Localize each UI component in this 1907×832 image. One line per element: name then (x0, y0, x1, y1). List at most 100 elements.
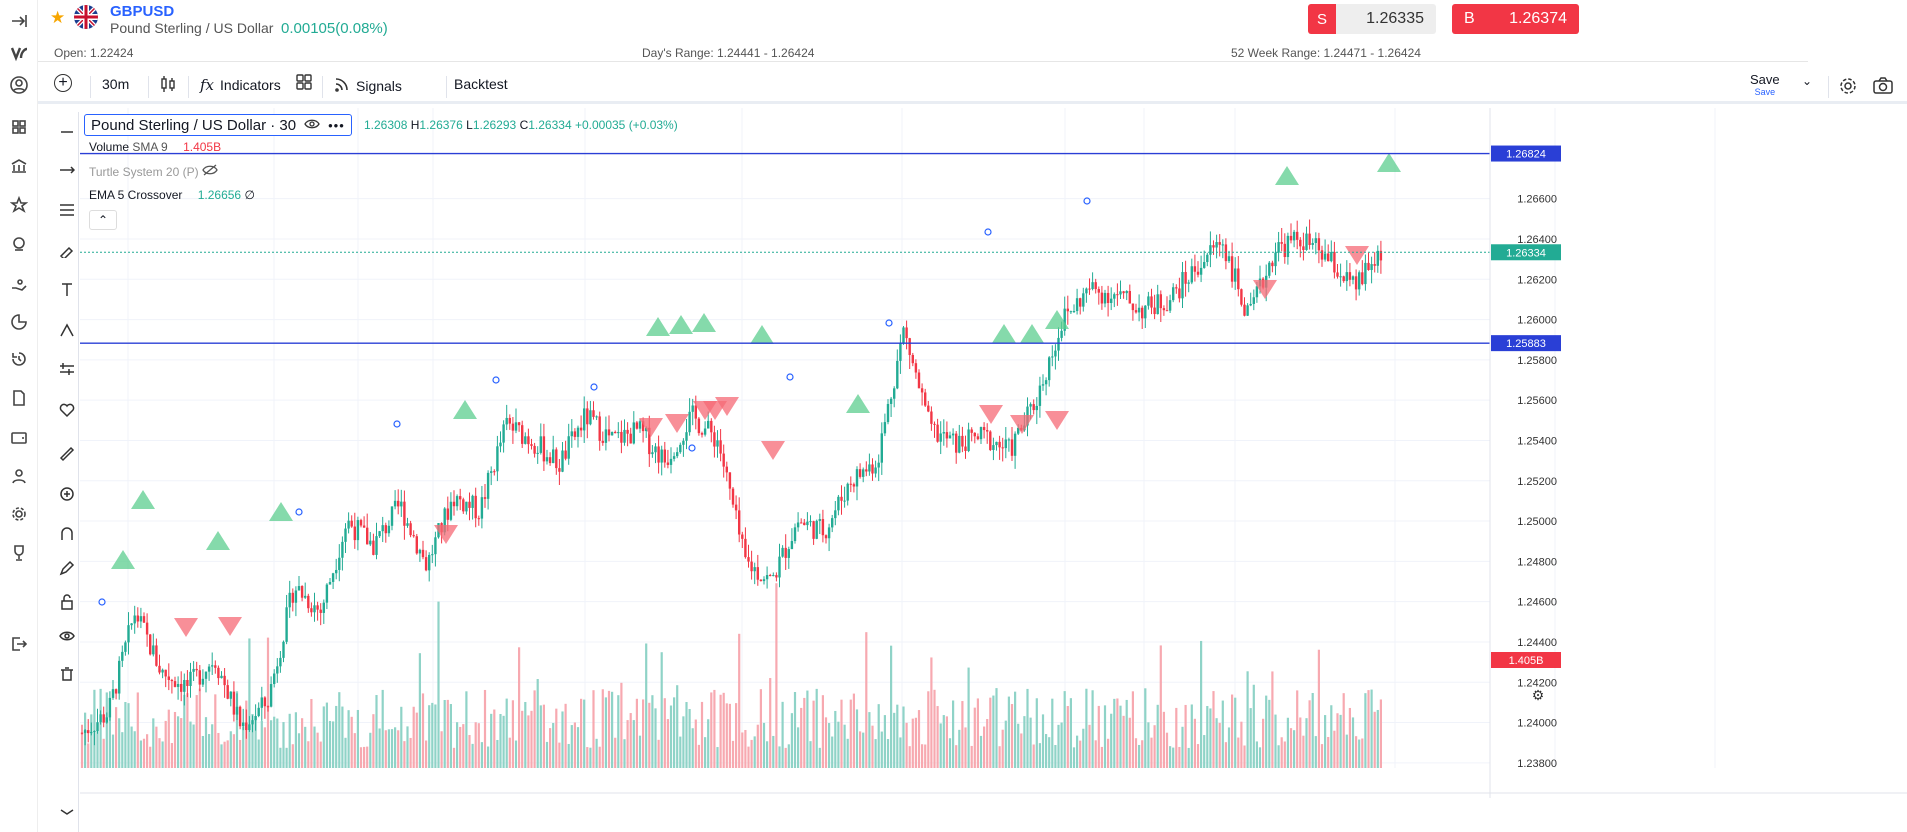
visibility-eye-icon[interactable] (304, 117, 320, 134)
candle-body (1361, 272, 1364, 285)
layers-icon[interactable] (59, 802, 75, 818)
eye-icon[interactable] (59, 628, 75, 644)
volume-bar (1113, 698, 1116, 768)
candle-body (161, 669, 164, 673)
user-icon[interactable] (8, 465, 30, 487)
eye-off-icon[interactable] (202, 164, 218, 179)
settings-icon[interactable] (8, 503, 30, 525)
zoom-icon[interactable] (59, 486, 75, 502)
indicator-volume[interactable]: Volume SMA 9 1.405B (89, 140, 221, 154)
volume-bar (555, 708, 558, 768)
volume-bar (1240, 721, 1243, 768)
text-icon[interactable] (59, 282, 75, 298)
favorite-star-icon[interactable]: ★ (50, 8, 66, 27)
collapse-legend-icon[interactable]: ⌃ (89, 210, 117, 230)
save-button[interactable]: Save Save (1750, 72, 1780, 97)
camera-icon[interactable] (1872, 76, 1894, 101)
ruler-icon[interactable] (59, 446, 75, 462)
symbol-ticker[interactable]: GBPUSD (110, 3, 175, 20)
forecast-icon[interactable] (59, 362, 75, 378)
candle-body (449, 501, 453, 520)
volume-bar (1051, 698, 1054, 768)
layout-icon[interactable] (296, 74, 312, 90)
chart-settings-icon[interactable] (1838, 76, 1858, 101)
candle-body (1038, 385, 1042, 406)
volume-bar (471, 743, 474, 768)
trash-icon[interactable] (59, 666, 75, 682)
trendline-icon[interactable] (59, 162, 76, 178)
candle-body (849, 483, 852, 485)
trophy-icon[interactable] (8, 542, 30, 564)
chevron-down-icon[interactable]: ⌄ (1802, 74, 1813, 88)
flag-icon (74, 5, 98, 29)
volume-bar (1348, 707, 1351, 768)
lines-icon[interactable] (59, 202, 75, 218)
interval-button[interactable]: 30m (102, 76, 130, 92)
volume-bar (173, 711, 177, 768)
bank-icon[interactable] (8, 155, 30, 177)
signal-icon (334, 76, 350, 95)
price-chart[interactable]: 1.26824 1.25883 1.26334 1.405B 1.26600 1.264… (80, 108, 1907, 798)
candle-body (424, 557, 428, 571)
add-symbol-icon[interactable]: + (54, 74, 72, 92)
candle-body (1010, 439, 1014, 456)
chart-grid (80, 108, 1716, 768)
legend-title-box[interactable]: Pound Sterling / US Dollar · 30 ••• (84, 114, 352, 136)
document-icon[interactable] (8, 387, 30, 409)
cursor-icon[interactable] (59, 120, 75, 136)
backtest-button[interactable]: Backtest (454, 76, 508, 92)
volume-bar (1017, 723, 1020, 768)
candle-body (583, 408, 586, 431)
candle-body (412, 535, 415, 537)
pencil-icon[interactable] (59, 560, 75, 576)
star-icon[interactable] (8, 194, 30, 216)
volume-bar (434, 704, 437, 768)
pie-chart-icon[interactable] (8, 311, 30, 333)
volume-bar (1268, 699, 1271, 768)
lock-icon[interactable] (59, 594, 75, 610)
candles-icon[interactable] (160, 74, 176, 94)
candle-body (102, 714, 105, 723)
volume-bar (496, 739, 499, 768)
logout-icon[interactable] (8, 633, 30, 655)
indicator-turtle[interactable]: Turtle System 20 (P) (89, 164, 218, 179)
volume-bar (186, 693, 189, 768)
signals-button[interactable]: Signals (334, 76, 402, 95)
candle-body (499, 442, 502, 447)
collapse-icon[interactable] (8, 10, 30, 32)
heart-icon[interactable] (59, 402, 75, 418)
candle-body (672, 456, 676, 459)
dashboard-icon[interactable] (8, 116, 30, 138)
candle-body (105, 717, 108, 723)
candle-body (657, 446, 660, 463)
indicators-button[interactable]: fx Indicators (200, 76, 281, 94)
volume-bar (1252, 684, 1255, 768)
wallet-icon[interactable] (8, 426, 30, 448)
brush-icon[interactable] (59, 242, 75, 261)
candle-body (1206, 254, 1209, 263)
buy-button[interactable]: B 1.26374 (1452, 4, 1579, 34)
candle-body (800, 522, 803, 524)
indicator-ema[interactable]: EMA 5 Crossover 1.26656 ∅ (89, 188, 255, 202)
avatar-icon[interactable] (8, 74, 30, 96)
candle-body (387, 525, 391, 534)
candle-body (1354, 276, 1358, 290)
price-tick: 1.26600 (1517, 194, 1557, 206)
volume-bar (353, 733, 356, 768)
support-icon[interactable] (8, 233, 30, 255)
time-tick: Dec (1704, 797, 1725, 798)
sell-button[interactable]: S 1.26335 (1308, 4, 1436, 34)
candle-body (567, 436, 570, 459)
volume-bar (1367, 690, 1370, 768)
more-icon[interactable]: ••• (328, 117, 345, 133)
volume-bar (654, 708, 657, 768)
hand-coin-icon[interactable] (8, 272, 30, 294)
candle-body (586, 408, 589, 425)
volume-bar (595, 738, 598, 768)
history-icon[interactable] (8, 348, 30, 370)
magnet-icon[interactable] (59, 526, 75, 542)
pattern-icon[interactable] (59, 322, 75, 338)
time-tick: 22 (578, 797, 592, 798)
volume-bar (611, 691, 614, 768)
sell-tag: S (1308, 4, 1336, 34)
